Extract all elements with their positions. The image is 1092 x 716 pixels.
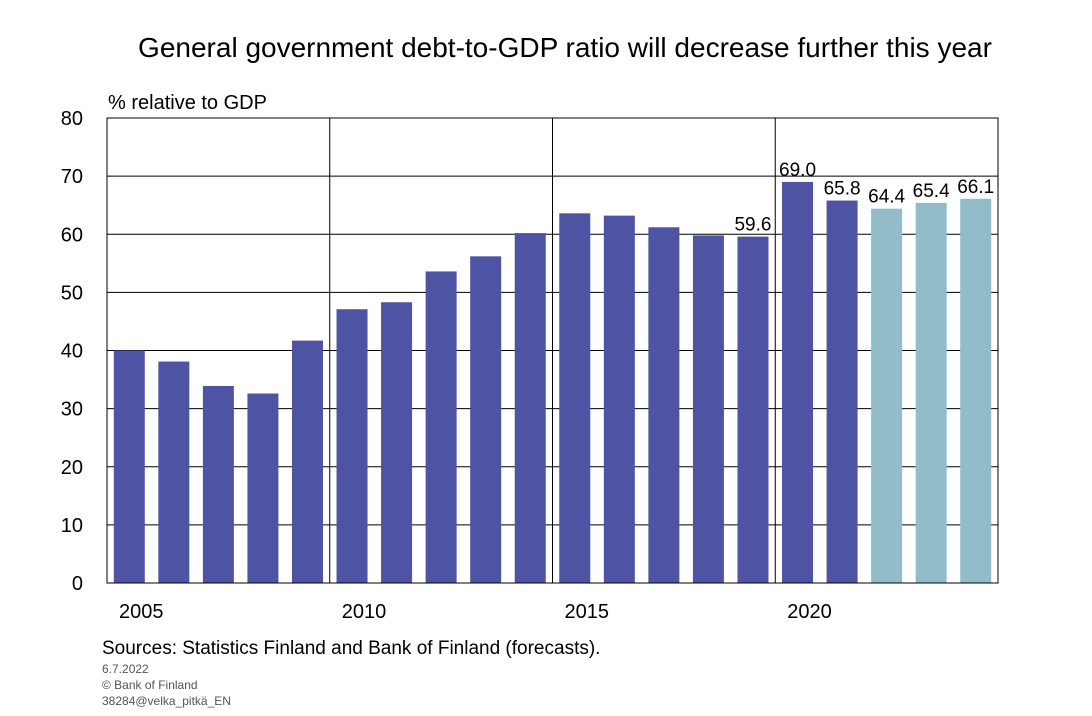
data-label-2023: 65.4 [913,181,950,202]
bar-2013 [470,256,502,583]
bar-2023 [915,202,947,584]
bar-2024 [960,198,992,583]
bar-2009 [291,340,323,583]
chart-title: General government debt-to-GDP ratio wil… [138,32,992,63]
bar-2014 [514,233,546,583]
gridlines [107,118,998,583]
y-tick-label: 30 [61,399,83,421]
y-axis-label: % relative to GDP [108,92,267,114]
x-tick-label: 2020 [787,601,832,623]
bar-2010 [336,309,368,583]
bar-2015 [559,213,591,583]
x-axis-ticks: 2005 2010 2015 2020 [119,601,832,623]
chart-code: 38284@velka_pitkä_EN [102,694,231,708]
y-tick-label: 40 [61,341,83,363]
sources-note: Sources: Statistics Finland and Bank of … [102,638,601,659]
bar-2020 [782,181,814,583]
bar-2005 [113,350,145,583]
bar-2018 [692,235,724,583]
bar-2007 [202,385,234,583]
y-tick-label: 60 [61,224,83,246]
y-tick-label: 80 [61,108,83,130]
bar-2006 [158,361,190,583]
bar-2011 [381,302,413,583]
data-label-2024: 66.1 [957,177,994,198]
y-tick-label: 10 [61,515,83,537]
data-label-2022: 64.4 [868,187,905,208]
bar-2016 [603,215,635,583]
data-label-2021: 65.8 [824,179,861,200]
plot-frame [106,117,999,584]
y-tick-label: 20 [61,457,83,479]
bar-2012 [425,271,457,583]
publication-date: 6.7.2022 [102,662,149,676]
data-label-2020: 69.0 [779,160,816,181]
bar-2019 [737,236,769,583]
bar-2008 [247,393,279,583]
y-tick-label: 50 [61,282,83,304]
y-tick-label: 70 [61,166,83,188]
bar-2017 [648,227,680,583]
bar-series [113,181,992,584]
bar-2021 [826,200,858,583]
data-label-2019: 59.6 [734,215,771,236]
x-tick-label: 2010 [342,601,387,623]
copyright-note: © Bank of Finland [102,678,198,692]
x-tick-label: 2015 [565,601,610,623]
bar-2022 [871,208,903,584]
y-tick-label: 0 [72,573,83,595]
x-tick-label: 2005 [119,601,164,623]
data-labels: 59.6 69.0 65.8 64.4 65.4 66.1 [734,160,994,236]
y-axis-ticks: 0 10 20 30 40 50 60 70 80 [61,108,83,595]
